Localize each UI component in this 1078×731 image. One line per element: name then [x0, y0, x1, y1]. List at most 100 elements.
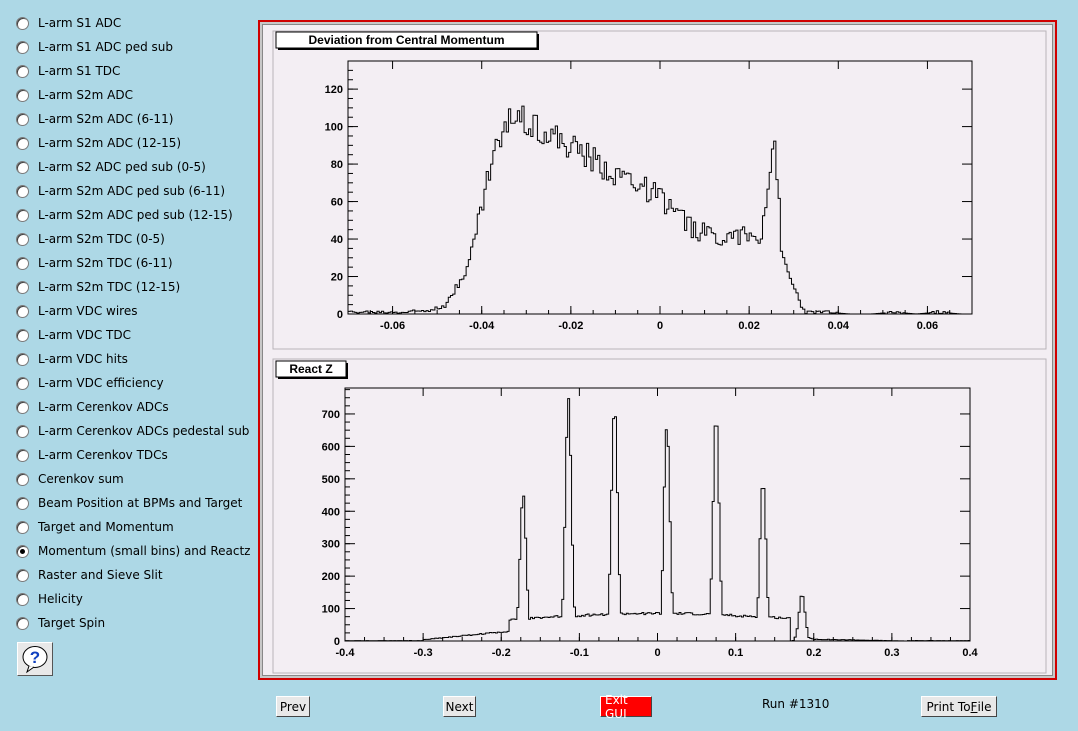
- radio-option[interactable]: Helicity: [16, 589, 83, 609]
- radio-label: L-arm S2m ADC ped sub (12-15): [38, 208, 233, 222]
- svg-text:?: ?: [30, 648, 40, 667]
- radio-option[interactable]: L-arm Cerenkov TDCs: [16, 445, 168, 465]
- radio-button[interactable]: [16, 208, 29, 222]
- radio-button[interactable]: [16, 424, 29, 438]
- radio-button[interactable]: [16, 184, 29, 198]
- radio-option[interactable]: L-arm S2m TDC (6-11): [16, 253, 173, 273]
- print-label-underline: F: [970, 699, 978, 714]
- radio-button[interactable]: [16, 496, 29, 510]
- radio-button[interactable]: [16, 376, 29, 390]
- radio-option[interactable]: L-arm VDC hits: [16, 349, 128, 369]
- radio-button[interactable]: [16, 280, 29, 294]
- radio-label: L-arm Cerenkov ADCs pedestal sub: [38, 424, 250, 438]
- radio-option[interactable]: L-arm S1 TDC: [16, 61, 120, 81]
- x-tick-label: 0.04: [828, 320, 850, 332]
- radio-option[interactable]: L-arm VDC TDC: [16, 325, 131, 345]
- histogram-canvas: Deviation from Central Momentum -0.06 -0.0…: [262, 24, 1053, 676]
- radio-option[interactable]: L-arm S1 ADC: [16, 13, 121, 33]
- radio-label: L-arm S2m ADC (12-15): [38, 136, 182, 150]
- x-tick-label: 0.2: [806, 647, 821, 659]
- plot-frame: [347, 60, 973, 315]
- radio-option[interactable]: L-arm S2m ADC: [16, 85, 133, 105]
- radio-option[interactable]: L-arm S2 ADC ped sub (0-5): [16, 157, 206, 177]
- radio-button[interactable]: [16, 592, 29, 606]
- radio-label: L-arm S1 ADC: [38, 16, 122, 30]
- radio-label: L-arm VDC hits: [38, 352, 128, 366]
- radio-button[interactable]: [16, 616, 29, 630]
- radio-button[interactable]: [16, 520, 29, 534]
- radio-label: L-arm VDC efficiency: [38, 376, 164, 390]
- radio-button[interactable]: [16, 136, 29, 150]
- radio-option[interactable]: L-arm S2m ADC (12-15): [16, 133, 181, 153]
- x-tick-label: 0.4: [962, 647, 978, 659]
- radio-option[interactable]: Target and Momentum: [16, 517, 174, 537]
- radio-button[interactable]: [16, 304, 29, 318]
- radio-option[interactable]: L-arm S2m TDC (0-5): [16, 229, 165, 249]
- radio-label: L-arm S2m ADC: [38, 88, 133, 102]
- radio-option[interactable]: L-arm Cerenkov ADCs: [16, 397, 169, 417]
- radio-option[interactable]: L-arm S2m ADC ped sub (12-15): [16, 205, 233, 225]
- radio-button[interactable]: [16, 352, 29, 366]
- radio-option[interactable]: L-arm Cerenkov ADCs pedestal sub: [16, 421, 249, 441]
- pad-top: [272, 30, 1047, 350]
- x-tick-label: -0.4: [336, 647, 356, 659]
- radio-label: L-arm S2m TDC (0-5): [38, 232, 165, 246]
- radio-option[interactable]: L-arm S1 ADC ped sub: [16, 37, 173, 57]
- radio-button[interactable]: [16, 64, 29, 78]
- y-tick-label: 80: [331, 159, 343, 171]
- radio-option[interactable]: L-arm S2m TDC (12-15): [16, 277, 180, 297]
- radio-option[interactable]: Momentum (small bins) and Reactz: [16, 541, 250, 561]
- title-box: [275, 31, 538, 49]
- radio-label: Raster and Sieve Slit: [38, 568, 163, 582]
- histogram-panel: React Z -0.4 -0.3 -0.2 -0.1 0 0.1 0.2 0.3 0.4 0 100…: [275, 360, 979, 659]
- x-tick-label: -0.3: [414, 647, 433, 659]
- x-tick-label: -0.2: [492, 647, 511, 659]
- histogram-panel: Deviation from Central Momentum -0.06 -0.0…: [275, 31, 973, 332]
- canvas-frame: Deviation from Central Momentum -0.06 -0.0…: [258, 20, 1057, 680]
- exit-gui-button[interactable]: Exit GUI: [600, 693, 652, 721]
- radio-option[interactable]: L-arm VDC wires: [16, 301, 137, 321]
- radio-button[interactable]: [16, 16, 29, 30]
- radio-button[interactable]: [16, 112, 29, 126]
- radio-button[interactable]: [16, 472, 29, 486]
- radio-button[interactable]: [16, 88, 29, 102]
- y-tick-label: 120: [325, 84, 343, 96]
- prev-button[interactable]: Prev: [276, 696, 310, 717]
- radio-label: L-arm VDC wires: [38, 304, 138, 318]
- radio-button[interactable]: [16, 448, 29, 462]
- radio-label: Momentum (small bins) and Reactz: [38, 544, 251, 558]
- radio-label: L-arm Cerenkov ADCs: [38, 400, 169, 414]
- radio-button[interactable]: [16, 328, 29, 342]
- radio-button[interactable]: [16, 40, 29, 54]
- radio-option[interactable]: Raster and Sieve Slit: [16, 565, 163, 585]
- y-tick-label: 20: [331, 272, 343, 284]
- x-tick-label: 0.3: [884, 647, 899, 659]
- radio-button[interactable]: [16, 544, 29, 558]
- radio-button[interactable]: [16, 160, 29, 174]
- x-tick-label: -0.1: [570, 647, 589, 659]
- y-tick-label: 60: [331, 197, 343, 209]
- radio-button[interactable]: [16, 400, 29, 414]
- pad-bottom: [272, 358, 1047, 674]
- radio-label: L-arm S2 ADC ped sub (0-5): [38, 160, 206, 174]
- y-tick-label: 600: [322, 441, 340, 453]
- radio-option[interactable]: L-arm S2m ADC ped sub (6-11): [16, 181, 225, 201]
- x-tick-label: -0.02: [558, 320, 583, 332]
- plot-title: Deviation from Central Momentum: [308, 33, 504, 47]
- run-number-label: Run #1310: [762, 697, 830, 711]
- radio-button[interactable]: [16, 232, 29, 246]
- radio-option[interactable]: Target Spin: [16, 613, 105, 633]
- plot-title: React Z: [289, 362, 332, 376]
- radio-option[interactable]: L-arm VDC efficiency: [16, 373, 164, 393]
- radio-label: L-arm S2m TDC (12-15): [38, 280, 181, 294]
- radio-button[interactable]: [16, 256, 29, 270]
- next-button[interactable]: Next: [443, 696, 476, 717]
- y-tick-label: 100: [322, 604, 340, 616]
- radio-option[interactable]: Beam Position at BPMs and Target: [16, 493, 242, 513]
- radio-option[interactable]: L-arm S2m ADC (6-11): [16, 109, 173, 129]
- help-button[interactable]: ?: [17, 642, 53, 676]
- radio-button[interactable]: [16, 568, 29, 582]
- x-tick-label: 0.06: [917, 320, 938, 332]
- radio-option[interactable]: Cerenkov sum: [16, 469, 124, 489]
